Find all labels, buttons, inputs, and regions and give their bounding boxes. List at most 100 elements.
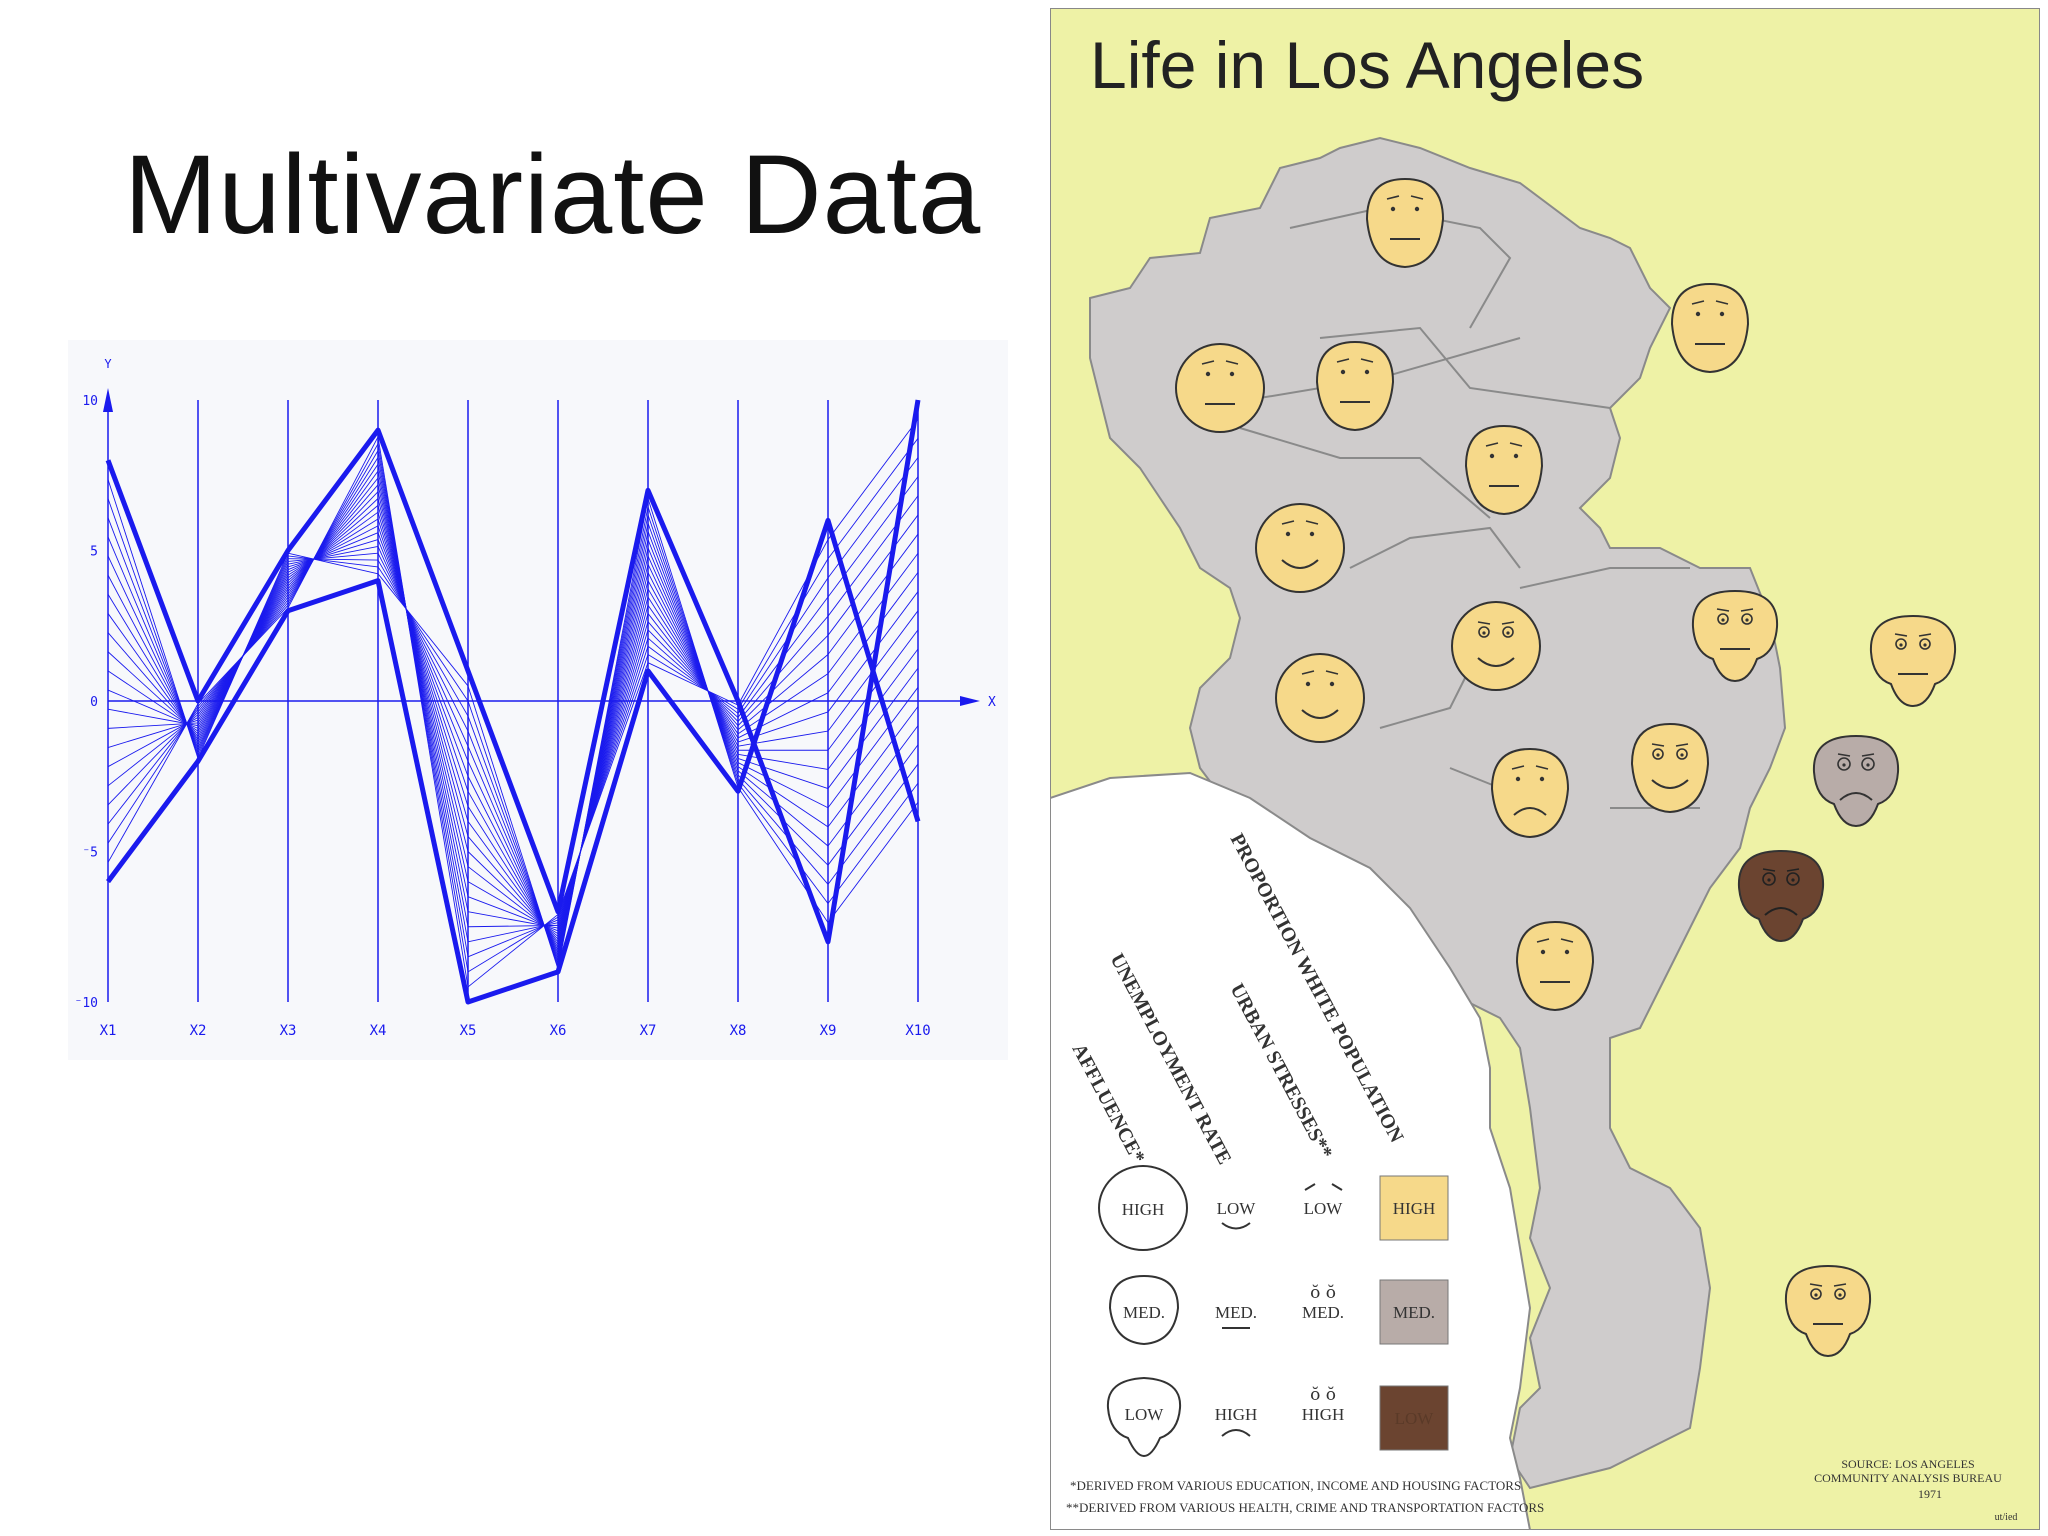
axis-label-1: X1 [100,1023,117,1039]
axis-label-8: X8 [730,1023,747,1039]
interpolated-segment [737,758,829,789]
chernoff-face [1490,747,1570,839]
interpolated-segment [287,470,379,595]
legend-row-3: LOW HIGH ŏ ŏ HIGH LOW [1106,1376,1449,1458]
interpolated-segment [647,572,739,751]
chernoff-face [1275,653,1365,743]
chernoff-face [1255,503,1345,593]
legend-swatch-med [1379,1279,1449,1345]
x-axis-label: X [988,695,996,710]
interpolated-segment [287,552,379,562]
chernoff-face [1515,920,1595,1012]
interpolated-segment [647,514,739,780]
legend-stress-eyes-high: ŏ ŏ [1310,1385,1336,1405]
y-tick-label: 0 [90,695,98,710]
interpolated-segment [107,711,199,806]
legend-unemployment-low: LOW [1217,1199,1257,1218]
legend-stress-low: LOW [1304,1199,1344,1218]
interpolated-segment [377,505,469,837]
legend-swatch-low [1379,1385,1449,1451]
legend-face-med [1108,1274,1180,1346]
interpolated-segment [737,782,829,904]
interpolated-segment [827,438,919,559]
interpolated-segment [647,662,739,706]
legend-frown-mouth [1221,1429,1251,1437]
axis-label-3: X3 [280,1023,297,1039]
chernoff-face [1784,1264,1872,1358]
y-tick-label: 10 [82,394,98,409]
chernoff-face [1451,601,1541,691]
interpolated-segment [377,546,469,747]
interpolated-segment [377,450,469,957]
interpolated-segment [647,629,739,722]
interpolated-segment [827,629,919,751]
interpolated-segment [647,604,739,735]
chernoff-face [1691,589,1779,683]
chernoff-face [1365,177,1445,269]
interpolated-segment [107,670,199,732]
interpolated-segment [737,762,829,809]
interpolated-segment [287,552,379,575]
interpolated-segment [827,801,919,923]
interpolated-segment [287,443,379,606]
interpolated-segment [287,511,379,579]
interpolated-segment [377,512,469,822]
interpolated-segment [827,533,919,655]
footnote-2: **DERIVED FROM VARIOUS HEALTH, CRIME AND… [1066,1500,1544,1515]
interpolated-segment [647,621,739,726]
interpolated-segment [287,518,379,576]
footnote-1: *DERIVED FROM VARIOUS EDUCATION, INCOME … [1070,1478,1521,1493]
interpolated-segment [377,471,469,912]
interpolated-segment [647,506,739,784]
legend-stress-med: MED. [1302,1303,1344,1322]
interpolated-segment [377,573,469,687]
interpolated-segment [827,552,919,674]
interpolated-segment [377,553,469,732]
interpolated-segment [287,498,379,584]
interpolated-segment [737,654,829,731]
interpolated-segment [377,477,469,897]
interpolated-segment [377,436,469,988]
interpolated-segment [737,615,829,722]
chernoff-face [1869,614,1957,708]
legend-proportion-med: MED. [1393,1303,1435,1322]
interpolated-segment [107,719,199,748]
parallel-coordinates-svg: X1 X2 X3 X4 X5 X6 X7 X8 X9 X10 X Y 10 5 0 ⁻5 ⁻10 [75,357,996,1039]
interpolated-segment [377,498,469,852]
interpolated-segment [647,645,739,714]
interpolated-segment [737,692,829,739]
interpolated-segment [827,418,919,540]
interpolated-segment [287,464,379,598]
axis-label-10: X10 [905,1023,930,1039]
interpolated-segment [737,558,829,710]
axis-label-9: X9 [820,1023,837,1039]
series-line-2 [105,517,921,1005]
interpolated-segment [287,539,379,568]
parallel-coordinates-plot: X1 X2 X3 X4 X5 X6 X7 X8 X9 X10 X Y 10 5 0 ⁻5 ⁻10 [68,340,1008,1060]
source-line-1: SOURCE: LOS ANGELES [1841,1457,1974,1471]
interpolated-segment [737,673,829,735]
legend-face-round [1098,1165,1188,1251]
interpolated-segment [647,555,739,759]
interpolated-segment [467,914,559,988]
interpolated-segment [107,708,199,825]
legend-stress-eyes-med: ŏ ŏ [1310,1283,1336,1303]
interpolated-segment [377,484,469,882]
interpolated-segment [827,782,919,904]
interpolated-segment [647,654,739,710]
interpolated-segment [287,545,379,565]
map-title: Life in Los Angeles [1090,28,1644,102]
chernoff-face [1464,424,1544,516]
legend-unemployment-high: HIGH [1215,1405,1258,1424]
los-angeles-map-svg: Life in Los Angeles PROPORTION WHITE POP… [1050,8,2040,1530]
slide-title: Multivariate Data [124,132,982,257]
interpolated-segment [107,717,199,768]
interpolated-segment [377,559,469,717]
legend-proportion-low: LOW [1395,1409,1435,1428]
series-line-1 [105,399,921,945]
interpolated-segment [107,708,199,727]
y-tick-label: ⁻10 [75,996,98,1011]
y-axis-label: Y [104,357,112,371]
interpolated-segment [737,778,829,885]
interpolated-segment [377,457,469,942]
